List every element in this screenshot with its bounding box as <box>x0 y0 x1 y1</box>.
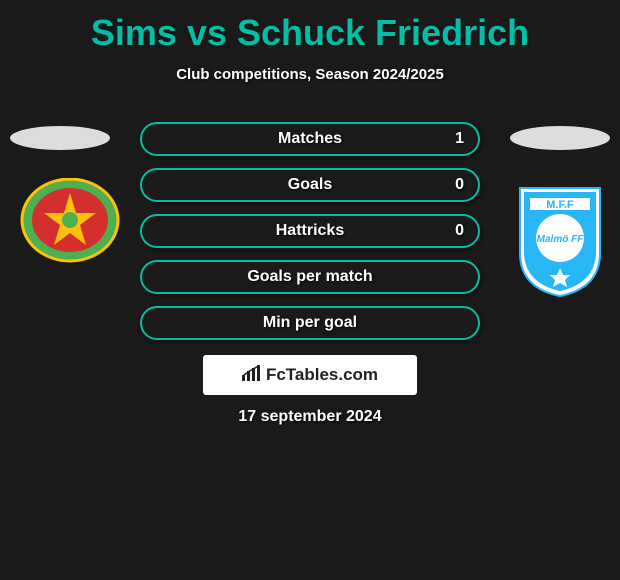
stat-row-min-per-goal: Min per goal <box>140 306 480 340</box>
svg-text:Malmö FF: Malmö FF <box>537 234 585 245</box>
stats-container: Matches 1 Goals 0 Hattricks 0 Goals per … <box>140 122 480 352</box>
stat-value-right: 1 <box>455 130 464 148</box>
stat-row-goals: Goals 0 <box>140 168 480 202</box>
date-label: 17 september 2024 <box>0 408 620 426</box>
stat-value-right: 0 <box>455 176 464 194</box>
stat-value-right: 0 <box>455 222 464 240</box>
chart-icon <box>242 365 262 386</box>
stat-label: Goals per match <box>142 268 478 286</box>
stat-row-matches: Matches 1 <box>140 122 480 156</box>
stat-label: Matches <box>142 130 478 148</box>
watermark: FcTables.com <box>203 355 417 395</box>
watermark-text: FcTables.com <box>266 365 378 385</box>
subtitle: Club competitions, Season 2024/2025 <box>0 66 620 83</box>
stat-row-hattricks: Hattricks 0 <box>140 214 480 248</box>
stat-row-goals-per-match: Goals per match <box>140 260 480 294</box>
player-placeholder-left <box>10 126 110 150</box>
stat-label: Goals <box>142 176 478 194</box>
stat-label: Hattricks <box>142 222 478 240</box>
player-placeholder-right <box>510 126 610 150</box>
club-badge-left <box>20 178 120 263</box>
page-title: Sims vs Schuck Friedrich <box>0 0 620 54</box>
svg-text:M.F.F: M.F.F <box>546 199 574 211</box>
club-badge-right: M.F.F Malmö FF <box>510 178 610 298</box>
stat-label: Min per goal <box>142 314 478 332</box>
